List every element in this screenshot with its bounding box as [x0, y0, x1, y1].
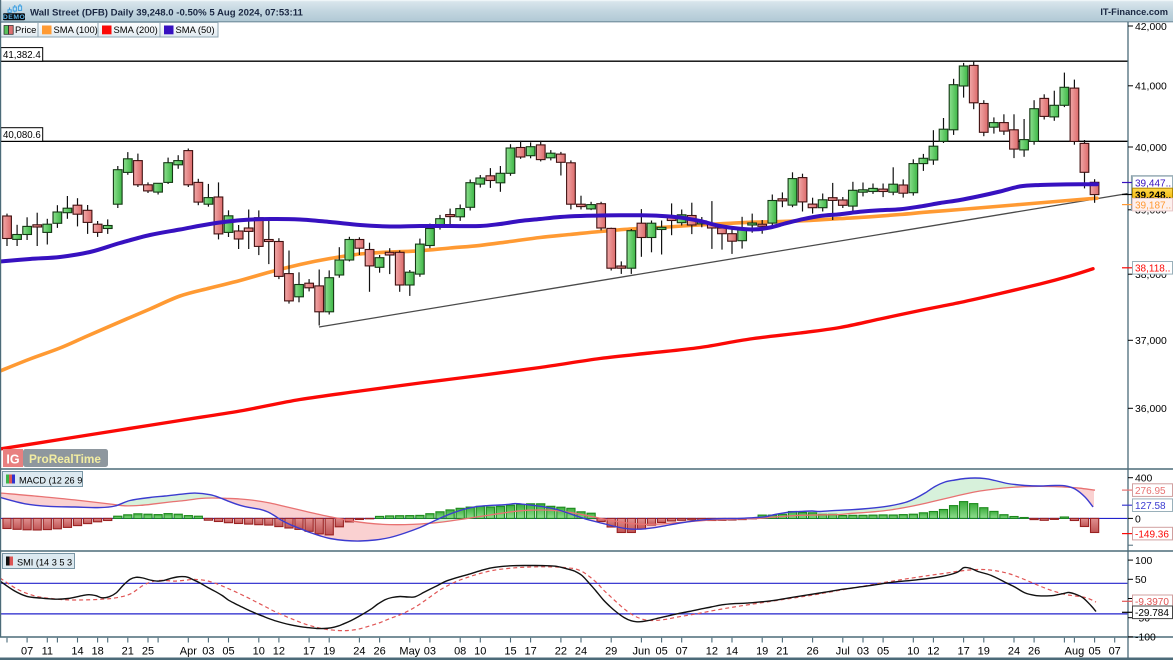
svg-text:IT-Finance.com: IT-Finance.com: [1100, 7, 1168, 17]
svg-text:127.58: 127.58: [1135, 501, 1166, 512]
svg-text:14: 14: [726, 646, 738, 658]
svg-text:SMA (100): SMA (100): [54, 24, 98, 35]
svg-text:38,118..: 38,118..: [1135, 264, 1170, 275]
svg-text:39,447..: 39,447..: [1135, 178, 1171, 189]
svg-text:Wall Street (DFB) Daily 39,248: Wall Street (DFB) Daily 39,248.0 -0.50% …: [30, 7, 303, 18]
svg-text:41,000: 41,000: [1135, 82, 1167, 93]
svg-text:Apr: Apr: [180, 646, 197, 658]
svg-text:19: 19: [978, 646, 990, 658]
svg-text:0: 0: [1135, 514, 1141, 525]
svg-text:39,187..: 39,187..: [1135, 200, 1171, 211]
svg-text:IG: IG: [6, 453, 19, 467]
svg-text:37,000: 37,000: [1135, 336, 1167, 347]
svg-text:40,000: 40,000: [1135, 143, 1167, 154]
svg-text:05: 05: [1088, 646, 1100, 658]
svg-text:24: 24: [1008, 646, 1020, 658]
svg-text:100: 100: [1135, 556, 1153, 567]
svg-text:12: 12: [706, 646, 718, 658]
svg-text:10: 10: [253, 646, 265, 658]
svg-text:-100: -100: [1135, 633, 1156, 644]
svg-text:17: 17: [524, 646, 536, 658]
svg-text:36,000: 36,000: [1135, 404, 1167, 415]
svg-text:05: 05: [877, 646, 889, 658]
svg-text:25: 25: [142, 646, 154, 658]
svg-text:22: 22: [555, 646, 567, 658]
svg-text:07: 07: [676, 646, 688, 658]
svg-text:08: 08: [454, 646, 466, 658]
svg-text:DEMO: DEMO: [3, 14, 25, 21]
svg-text:05: 05: [655, 646, 667, 658]
svg-text:07: 07: [21, 646, 33, 658]
svg-text:26: 26: [806, 646, 818, 658]
svg-text:400: 400: [1135, 474, 1153, 485]
svg-text:Price: Price: [15, 24, 36, 35]
svg-text:17: 17: [303, 646, 315, 658]
svg-text:10: 10: [907, 646, 919, 658]
svg-text:Aug: Aug: [1065, 646, 1085, 658]
svg-text:21: 21: [776, 646, 788, 658]
svg-text:42,000: 42,000: [1135, 22, 1167, 33]
svg-text:11: 11: [42, 646, 53, 658]
svg-text:05: 05: [222, 646, 234, 658]
svg-text:10: 10: [474, 646, 486, 658]
svg-text:MACD (12 26 9: MACD (12 26 9: [19, 475, 82, 485]
svg-text:May: May: [399, 646, 420, 658]
svg-text:19: 19: [756, 646, 768, 658]
svg-text:ProRealTime: ProRealTime: [29, 452, 101, 466]
svg-text:26: 26: [373, 646, 385, 658]
svg-text:276.95: 276.95: [1135, 486, 1166, 497]
svg-text:15: 15: [504, 646, 516, 658]
svg-text:29: 29: [605, 646, 617, 658]
svg-text:19: 19: [323, 646, 335, 658]
svg-text:18: 18: [91, 646, 103, 658]
svg-text:14: 14: [71, 646, 83, 658]
svg-text:Jun: Jun: [633, 646, 651, 658]
svg-text:40,080.6: 40,080.6: [3, 130, 41, 141]
svg-text:03: 03: [857, 646, 869, 658]
svg-text:12: 12: [927, 646, 939, 658]
svg-text:17: 17: [957, 646, 969, 658]
svg-text:03: 03: [424, 646, 436, 658]
svg-text:-149.36: -149.36: [1135, 529, 1169, 540]
svg-text:50: 50: [1135, 575, 1147, 586]
svg-text:26: 26: [1028, 646, 1040, 658]
svg-text:-29.784: -29.784: [1135, 608, 1169, 619]
svg-text:Jul: Jul: [836, 646, 850, 658]
svg-text:21: 21: [122, 646, 134, 658]
svg-text:24: 24: [575, 646, 587, 658]
svg-text:24: 24: [353, 646, 365, 658]
svg-text:SMA (200): SMA (200): [114, 24, 158, 35]
svg-text:SMI (14 3 5 3: SMI (14 3 5 3: [17, 557, 72, 567]
svg-text:41,382.4: 41,382.4: [3, 50, 41, 61]
svg-text:SMA (50): SMA (50): [176, 24, 215, 35]
svg-text:03: 03: [202, 646, 214, 658]
svg-text:07: 07: [1109, 646, 1121, 658]
svg-text:12: 12: [273, 646, 285, 658]
